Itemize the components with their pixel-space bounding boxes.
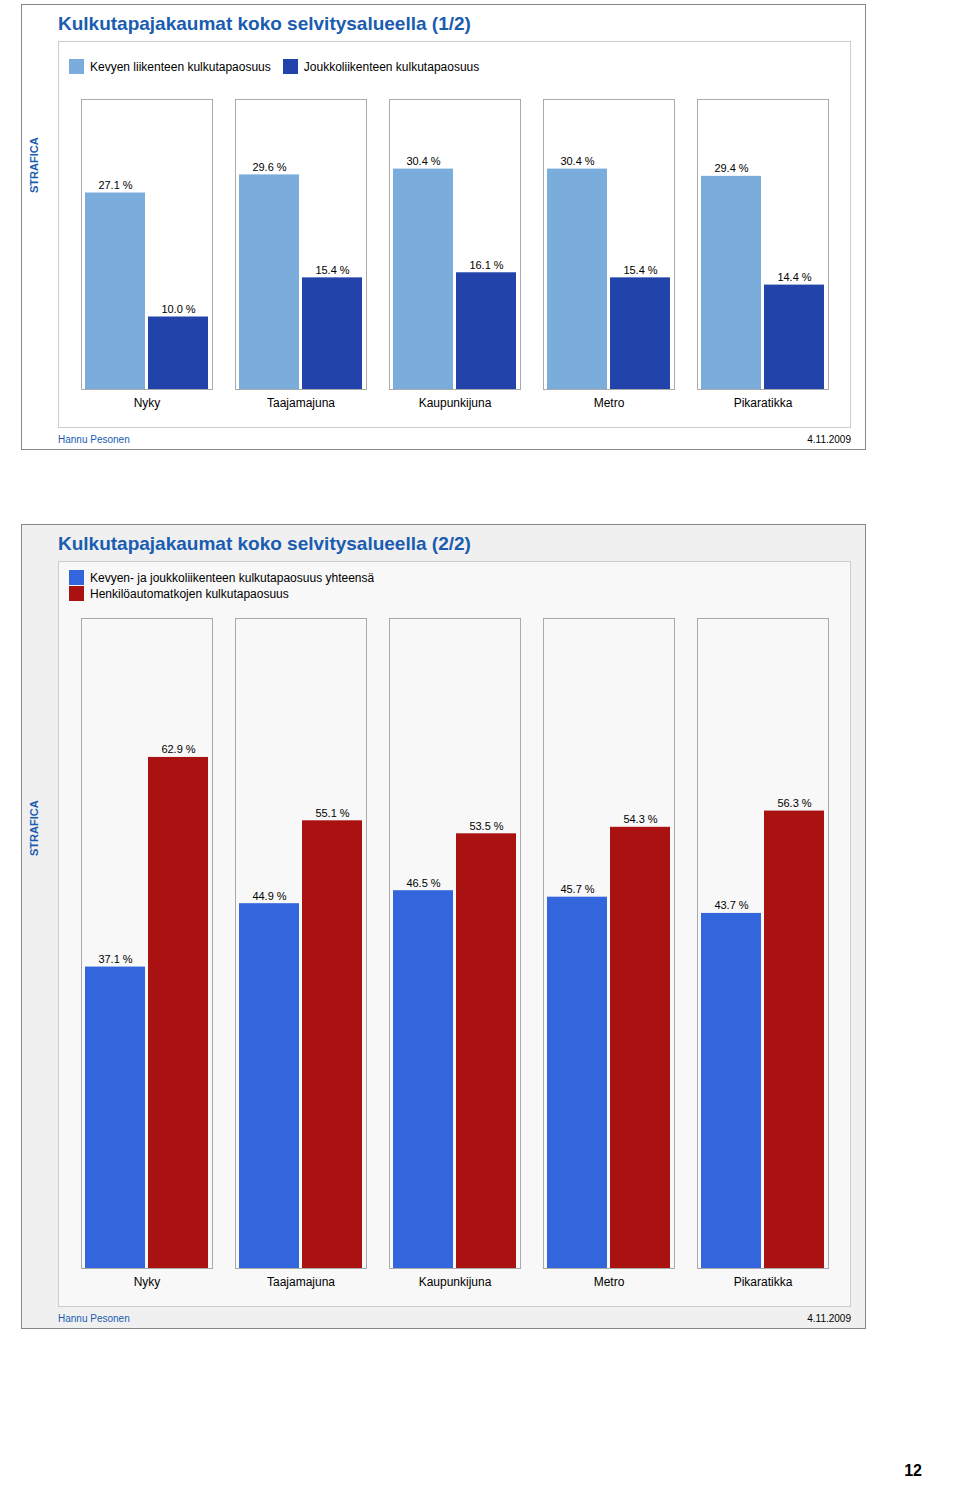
svg-text:Taajamajuna: Taajamajuna	[267, 1275, 335, 1289]
svg-text:Nyky: Nyky	[134, 396, 161, 410]
svg-text:37.1 %: 37.1 %	[98, 953, 132, 965]
svg-text:44.9 %: 44.9 %	[252, 890, 286, 902]
svg-text:Nyky: Nyky	[134, 1275, 161, 1289]
svg-text:45.7 %: 45.7 %	[560, 883, 594, 895]
html-text:4.11.2009: 4.11.2009	[807, 1313, 851, 1324]
svg-text:Pikaratikka: Pikaratikka	[734, 396, 793, 410]
html-text:Hannu Pesonen: Hannu Pesonen	[58, 434, 130, 445]
html-text:Kulkutapajakaumat koko selvity: Kulkutapajakaumat koko selvitysalueella …	[58, 13, 471, 34]
svg-text:54.3 %: 54.3 %	[623, 813, 657, 825]
html-text:Joukkoliikenteen kulkutapaosuu: Joukkoliikenteen kulkutapaosuus	[303, 59, 480, 74]
svg-text:46.5 %: 46.5 %	[406, 877, 440, 889]
html-text:STRAFICA: STRAFICA	[28, 137, 40, 193]
svg-text:10.0 %: 10.0 %	[161, 303, 195, 315]
svg-text:15.4 %: 15.4 %	[623, 264, 657, 276]
svg-text:15.4 %: 15.4 %	[315, 264, 349, 276]
svg-text:14.4 %: 14.4 %	[777, 271, 811, 283]
svg-text:43.7 %: 43.7 %	[714, 899, 748, 911]
html-text:STRAFICA: STRAFICA	[28, 800, 40, 857]
html-text:Henkilöautomatkojen kulkutapao: Henkilöautomatkojen kulkutapaosuus	[90, 586, 289, 601]
html-text:12: 12	[904, 1462, 922, 1479]
svg-text:27.1 %: 27.1 %	[98, 179, 132, 191]
html-text:4.11.2009: 4.11.2009	[807, 434, 851, 445]
svg-text:56.3 %: 56.3 %	[777, 797, 811, 809]
svg-text:Metro: Metro	[594, 396, 625, 410]
html-text:Kulkutapajakaumat koko selvity: Kulkutapajakaumat koko selvitysalueella …	[58, 533, 471, 554]
svg-text:Taajamajuna: Taajamajuna	[267, 396, 335, 410]
svg-text:29.4 %: 29.4 %	[714, 162, 748, 174]
svg-text:30.4 %: 30.4 %	[406, 155, 440, 167]
svg-text:30.4 %: 30.4 %	[560, 155, 594, 167]
svg-text:29.6 %: 29.6 %	[252, 161, 286, 173]
svg-text:Kaupunkijuna: Kaupunkijuna	[419, 1275, 492, 1289]
svg-text:55.1 %: 55.1 %	[315, 807, 349, 819]
svg-text:Kaupunkijuna: Kaupunkijuna	[419, 396, 492, 410]
svg-text:53.5 %: 53.5 %	[469, 820, 503, 832]
html-text:Hannu Pesonen: Hannu Pesonen	[58, 1313, 130, 1324]
svg-text:Pikaratikka: Pikaratikka	[734, 1275, 793, 1289]
html-text:Kevyen liikenteen kulkutapaosu: Kevyen liikenteen kulkutapaosuus	[90, 59, 271, 74]
svg-text:62.9 %: 62.9 %	[161, 743, 195, 755]
html-text:Kevyen- ja joukkoliikenteen ku: Kevyen- ja joukkoliikenteen kulkutapaosu…	[90, 570, 375, 585]
svg-text:16.1 %: 16.1 %	[469, 259, 503, 271]
svg-text:Metro: Metro	[594, 1275, 625, 1289]
